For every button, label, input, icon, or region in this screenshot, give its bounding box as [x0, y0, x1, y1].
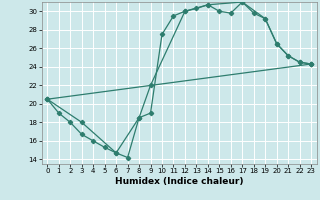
X-axis label: Humidex (Indice chaleur): Humidex (Indice chaleur) — [115, 177, 244, 186]
